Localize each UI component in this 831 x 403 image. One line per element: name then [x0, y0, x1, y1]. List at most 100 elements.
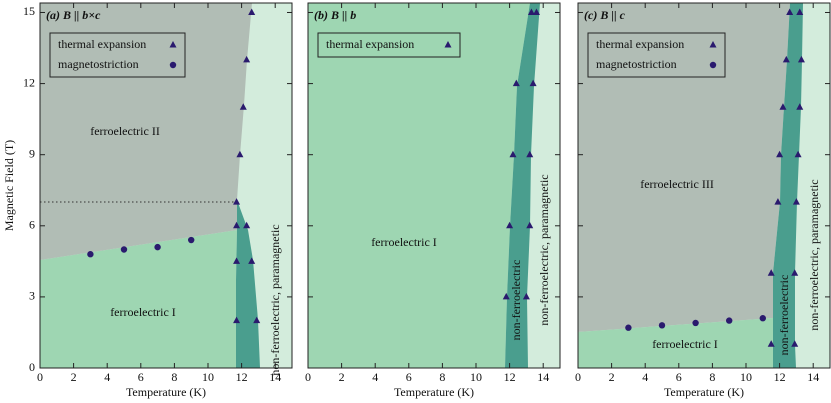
x-tick-label: 2 [71, 370, 77, 384]
triangle-marker [526, 221, 534, 229]
triangle-marker [233, 221, 241, 229]
x-tick-label: 12 [774, 370, 786, 384]
x-tick-label: 4 [642, 370, 648, 384]
legend-box [587, 32, 726, 78]
ferroelectric-i-region [40, 230, 237, 368]
ferroelectric-iii-region [578, 3, 790, 332]
region-label: non-ferroelectric [509, 260, 523, 341]
triangle-marker [782, 55, 790, 63]
triangle-marker [509, 150, 517, 158]
triangle-marker [774, 198, 782, 205]
ferroelectric-i-region [578, 318, 773, 368]
triangle-marker [794, 150, 802, 158]
triangle-marker [791, 269, 799, 276]
triangle-marker [169, 41, 177, 48]
triangle-marker [506, 221, 514, 229]
region-label: non-ferroelectric, paramagnetic [268, 224, 282, 375]
plot-frame [307, 2, 561, 369]
triangle-marker [236, 150, 244, 158]
triangle-marker [233, 257, 241, 264]
legend-label: thermal expansion [596, 37, 684, 51]
x-tick-label: 10 [202, 370, 214, 384]
x-tick-label: 12 [236, 370, 248, 384]
x-tick-label: 8 [439, 370, 445, 384]
non-ferroelectric-region [773, 3, 803, 368]
legend-label: thermal expansion [326, 37, 414, 51]
regions [40, 3, 830, 368]
plot-frame [39, 2, 293, 369]
x-tick-label: 4 [372, 370, 378, 384]
y-axis-label: Magnetic Field (T) [2, 140, 16, 231]
region-label: ferroelectric II [90, 124, 160, 138]
region-label: ferroelectric I [110, 305, 176, 319]
ferroelectric-ii-region [40, 3, 252, 260]
triangle-marker [527, 8, 535, 15]
triangle-marker [444, 41, 452, 48]
non-ferroelectric-region [505, 3, 540, 368]
triangle-marker [502, 292, 510, 300]
x-tick-label: 6 [676, 370, 682, 384]
circle-marker [759, 315, 766, 322]
triangle-marker [797, 55, 805, 63]
panel-title: (a) B || b×c [46, 8, 101, 22]
x-tick-label: 10 [740, 370, 752, 384]
triangle-marker [796, 8, 804, 15]
legend-label: magnetostriction [596, 57, 677, 71]
triangle-marker [248, 8, 256, 15]
circle-marker [169, 61, 177, 69]
triangle-marker [767, 340, 775, 347]
x-tick-label: 6 [138, 370, 144, 384]
y-tick-label: 3 [29, 289, 35, 303]
triangle-marker [779, 103, 787, 110]
x-tick-label: 8 [709, 370, 715, 384]
x-tick-label: 0 [305, 370, 311, 384]
legend-box [49, 32, 186, 78]
triangle-marker [243, 221, 251, 229]
plot-frame [577, 2, 831, 369]
triangle-marker [253, 316, 261, 324]
triangle-marker [239, 103, 247, 110]
region-label: non-ferroelectric, paramagnetic [807, 179, 821, 330]
circle-marker [709, 61, 717, 69]
x-tick-label: 4 [104, 370, 110, 384]
circle-marker [120, 246, 128, 253]
x-tick-label: 14 [537, 370, 549, 384]
region-label: ferroelectric I [652, 337, 718, 351]
circle-marker [692, 319, 699, 327]
non-ferroelectric-region [236, 200, 260, 368]
x-axis-label: Temperature (K) [664, 385, 744, 399]
x-tick-label: 2 [609, 370, 615, 384]
x-axis-label: Temperature (K) [394, 385, 474, 399]
circle-marker [87, 251, 94, 258]
triangle-marker [767, 269, 775, 276]
x-tick-label: 0 [575, 370, 581, 384]
region-label: ferroelectric I [371, 235, 437, 249]
triangle-marker [522, 292, 530, 300]
region-label: non-ferroelectric, paramagnetic [537, 174, 551, 325]
x-tick-label: 6 [406, 370, 412, 384]
triangle-marker [709, 41, 717, 48]
triangle-marker [233, 198, 241, 205]
y-tick-label: 0 [29, 360, 35, 374]
triangle-marker [243, 55, 251, 63]
circle-marker [726, 317, 733, 324]
circle-marker [154, 243, 161, 251]
region-label: non-ferroelectric [777, 275, 791, 356]
triangle-marker [512, 79, 520, 87]
legend-label: magnetostriction [58, 57, 139, 71]
x-axis-label: Temperature (K) [126, 385, 206, 399]
panel-title: (c) B || c [584, 8, 626, 22]
circle-marker [188, 236, 195, 244]
x-tick-label: 14 [807, 370, 819, 384]
circle-marker [658, 322, 666, 329]
x-tick-label: 0 [37, 370, 43, 384]
triangle-marker [529, 79, 537, 87]
x-tick-label: 2 [339, 370, 345, 384]
y-tick-label: 6 [29, 218, 35, 232]
legend-box [317, 32, 461, 58]
legend-label: thermal expansion [58, 37, 146, 51]
panel-title: (b) B || b [314, 8, 356, 22]
triangle-marker [526, 150, 534, 158]
triangle-marker [791, 340, 799, 347]
